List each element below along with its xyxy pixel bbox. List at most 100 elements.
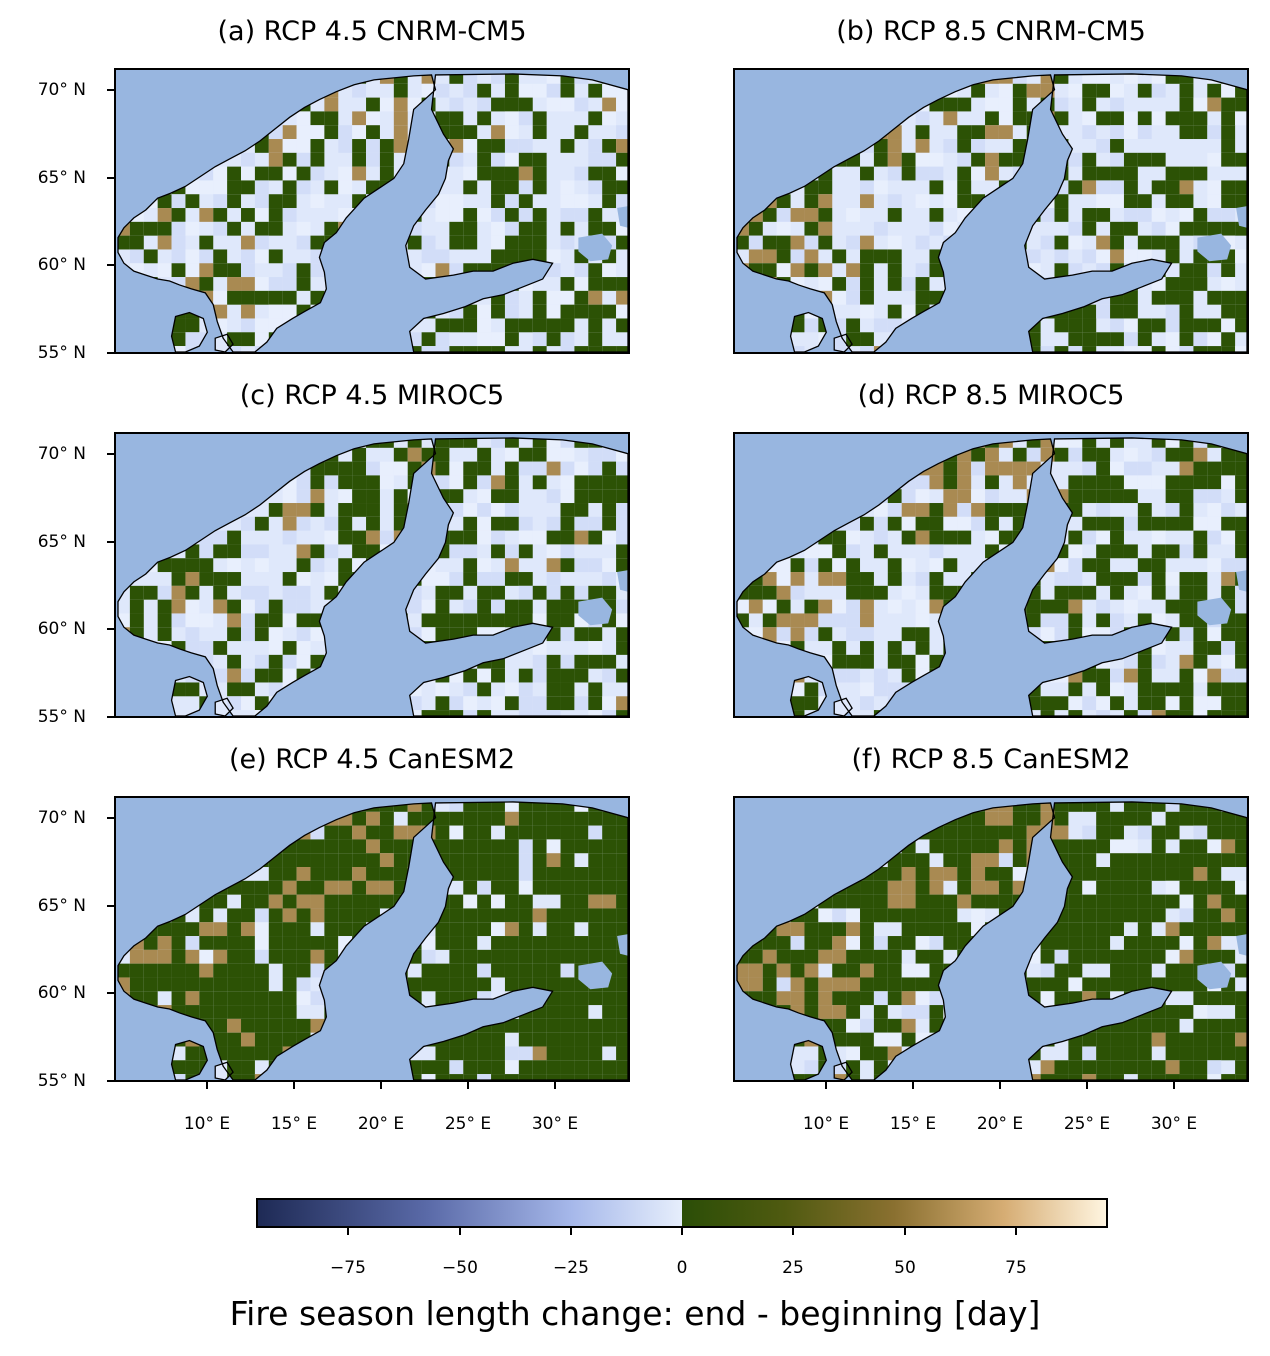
grid-cell: [588, 447, 603, 462]
grid-cell: [477, 461, 492, 476]
grid-cell: [602, 825, 617, 840]
grid-cell: [296, 166, 311, 181]
grid-cell: [560, 627, 575, 642]
grid-cell: [546, 599, 561, 614]
grid-cell: [282, 599, 297, 614]
grid-cell: [157, 963, 172, 978]
grid-cell: [352, 544, 367, 559]
grid-cell: [887, 867, 902, 881]
grid-cell: [282, 853, 297, 868]
grid-cell: [324, 949, 339, 964]
grid-cell: [602, 1060, 617, 1075]
grid-cell: [736, 599, 749, 614]
grid-cell: [1165, 853, 1180, 868]
grid-cell: [338, 558, 353, 573]
grid-cell: [736, 977, 749, 992]
grid-cell: [477, 1046, 492, 1061]
grid-cell: [199, 249, 214, 264]
grid-cell: [1137, 1060, 1152, 1075]
grid-cell: [616, 696, 628, 711]
grid-cell: [1165, 516, 1180, 531]
grid-cell: [352, 125, 367, 140]
grid-cell: [1096, 475, 1111, 490]
grid-cell: [268, 1018, 283, 1033]
grid-cell: [762, 977, 777, 992]
grid-cell: [588, 83, 603, 98]
grid-cell: [574, 627, 589, 642]
grid-cell: [504, 1060, 519, 1075]
grid-cell: [254, 599, 269, 614]
grid-cell: [1082, 73, 1097, 84]
grid-cell: [929, 544, 944, 559]
grid-cell: [296, 180, 311, 195]
grid-cell: [588, 894, 603, 909]
grid-cell: [915, 894, 930, 909]
grid-cell: [171, 991, 186, 1006]
grid-cell: [818, 908, 833, 923]
grid-cell: [915, 853, 930, 868]
grid-cell: [185, 558, 200, 573]
grid-cell: [574, 654, 589, 669]
grid-cell: [449, 908, 464, 923]
grid-cell: [998, 530, 1013, 545]
grid-cell: [971, 867, 986, 881]
grid-cell: [366, 839, 380, 854]
grid-cell: [560, 853, 575, 868]
grid-cell: [790, 263, 805, 278]
grid-cell: [832, 641, 847, 655]
grid-cell: [915, 977, 930, 992]
grid-cell: [762, 991, 777, 1006]
grid-cell: [985, 880, 999, 895]
grid-cell: [282, 152, 297, 167]
grid-cell: [560, 682, 575, 697]
grid-cell: [435, 332, 450, 347]
grid-cell: [602, 152, 617, 167]
grid-cell: [832, 1018, 847, 1033]
grid-cell: [491, 530, 505, 545]
grid-cell: [1110, 83, 1124, 98]
grid-cell: [393, 801, 408, 812]
lat-tick-label: 60° N: [37, 619, 86, 639]
grid-cell: [1165, 235, 1180, 250]
grid-cell: [957, 880, 972, 895]
lat-tick-mark: [107, 817, 114, 819]
grid-cell: [518, 166, 533, 181]
grid-cell: [435, 977, 450, 992]
grid-cell: [560, 1018, 575, 1033]
grid-cell: [1068, 318, 1083, 333]
grid-cell: [449, 825, 464, 840]
grid-cell: [171, 599, 186, 614]
grid-cell: [254, 558, 269, 573]
grid-cell: [1082, 180, 1097, 195]
grid-cell: [366, 125, 380, 140]
grid-cell: [1137, 654, 1152, 669]
grid-cell: [532, 152, 547, 167]
grid-cell: [477, 208, 492, 222]
grid-cell: [532, 585, 547, 600]
grid-cell: [227, 1074, 242, 1080]
grid-cell: [832, 1005, 847, 1019]
grid-cell: [185, 922, 200, 937]
grid-cell: [1110, 908, 1124, 923]
lat-tick-mark: [107, 89, 114, 91]
grid-cell: [616, 152, 628, 167]
coastline: [170, 675, 208, 716]
grid-cell: [846, 613, 861, 628]
grid-cell: [1096, 194, 1111, 209]
grid-cell: [393, 73, 408, 84]
grid-cell: [518, 544, 533, 559]
grid-cell: [602, 585, 617, 600]
grid-cell: [574, 668, 589, 683]
grid-cell: [421, 1074, 436, 1080]
grid-cell: [1123, 447, 1138, 462]
grid-cell: [616, 277, 628, 291]
grid-cell: [435, 585, 450, 600]
grid-cell: [546, 922, 561, 937]
grid-cell: [1123, 1060, 1138, 1075]
lon-tick-mark: [1086, 1082, 1088, 1089]
grid-cell: [518, 235, 533, 250]
grid-cell: [1082, 1046, 1097, 1061]
grid-cell: [1207, 332, 1222, 347]
lake: [617, 570, 628, 592]
grid-cell: [846, 894, 861, 909]
